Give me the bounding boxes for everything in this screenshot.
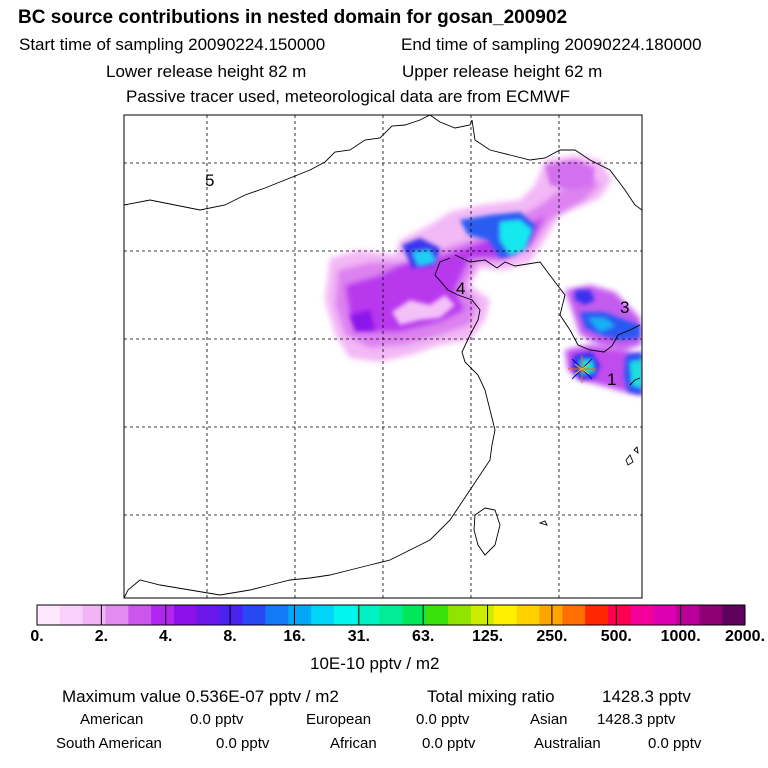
colorbar-cell: [607, 605, 632, 625]
colorbar-cell: [562, 605, 586, 625]
colorbar-cell: [470, 605, 495, 625]
colorbar-cell: [425, 605, 449, 625]
end-time-label: End time of sampling 20090224.180000: [401, 35, 702, 54]
colorbar-tick-label: 63.: [412, 628, 435, 645]
colorbar-cell: [128, 605, 152, 625]
colorbar-tick-label: 2.: [94, 628, 109, 645]
colorbar-cell: [265, 605, 289, 625]
colorbar-cell: [242, 605, 266, 625]
colorbar-cell: [722, 605, 746, 625]
region-american-value: 0.0 pptv: [190, 711, 244, 728]
map-title: BC source contributions in nested domain…: [18, 7, 568, 28]
colorbar-cell: [288, 605, 312, 625]
source-label-1: 1: [607, 370, 616, 389]
source-label-5: 5: [205, 171, 214, 190]
coastlines: [124, 115, 642, 598]
region-south-american-value: 0.0 pptv: [216, 735, 270, 752]
region-australian-value: 0.0 pptv: [648, 735, 702, 752]
colorbar-cell: [448, 605, 472, 625]
colorbar-tick-label: 31.: [347, 628, 370, 645]
colorbar-cell: [311, 605, 335, 625]
colorbar-tick-label: 1000.: [660, 628, 701, 645]
colorbar-tick-label: 500.: [600, 628, 632, 645]
colorbar-cell: [356, 605, 381, 625]
colorbar-tick-label: 16.: [283, 628, 306, 645]
colorbar-tick-label: 125.: [471, 628, 504, 645]
lower-release-height-label: Lower release height 82 m: [106, 62, 307, 81]
upper-release-height-label: Upper release height 62 m: [402, 62, 603, 81]
lat-lon-grid: [124, 115, 642, 598]
colorbar-cell: [333, 605, 358, 625]
colorbar-cell: [516, 605, 540, 625]
colorbar-tick-label: 4.: [159, 628, 173, 645]
colorbar-cell: [82, 605, 107, 625]
colorbar-tick-label: 0.: [30, 628, 44, 645]
colorbar-cell: [174, 605, 198, 625]
total-mixing-ratio-value: 1428.3 pptv: [602, 687, 691, 706]
region-american-label: American: [80, 711, 144, 728]
colorbar-cell: [402, 605, 426, 625]
region-african-value: 0.0 pptv: [422, 735, 476, 752]
region-south-american-label: South American: [56, 735, 162, 752]
colorbar-tick-label: 8.: [223, 628, 237, 645]
colorbar-cell: [59, 605, 84, 625]
concentration-field: [325, 155, 642, 395]
total-mixing-ratio-label: Total mixing ratio: [427, 687, 555, 706]
colorbar-cell: [151, 605, 175, 625]
colorbar-cell: [37, 605, 61, 625]
colorbar-cell: [585, 605, 609, 625]
colorbar-cell: [493, 605, 518, 625]
maximum-value-label: Maximum value 0.536E-07 pptv / m2: [62, 687, 339, 706]
colorbar-cell: [196, 605, 221, 625]
region-european-value: 0.0 pptv: [416, 711, 470, 728]
colorbar-cell: [105, 605, 129, 625]
map-frame: [123, 114, 643, 599]
colorbar-cell: [379, 605, 403, 625]
colorbar-cell: [676, 605, 700, 625]
region-african-label: African: [330, 735, 377, 752]
colorbar-cell: [699, 605, 723, 625]
colorbar-unit: 10E-10 pptv / m2: [310, 654, 440, 673]
colorbar-cell: [630, 605, 655, 625]
start-time-label: Start time of sampling 20090224.150000: [19, 35, 326, 54]
region-asian-label: Asian: [530, 711, 568, 728]
colorbar-cell: [539, 605, 563, 625]
region-asian-value: 1428.3 pptv: [597, 711, 676, 728]
source-label-3: 3: [620, 298, 629, 317]
source-label-4: 4: [456, 279, 465, 298]
model-note: Passive tracer used, meteorological data…: [126, 87, 571, 106]
colorbar-cell: [653, 605, 677, 625]
region-european-label: European: [306, 711, 372, 728]
colorbar-tick-label: 250.: [536, 628, 568, 645]
colorbar-tick-label: 2000.: [724, 628, 766, 645]
colorbar: [36, 604, 746, 626]
star-burst-icon: [568, 355, 596, 383]
colorbar-cell: [219, 605, 244, 625]
region-australian-label: Australian: [534, 735, 601, 752]
